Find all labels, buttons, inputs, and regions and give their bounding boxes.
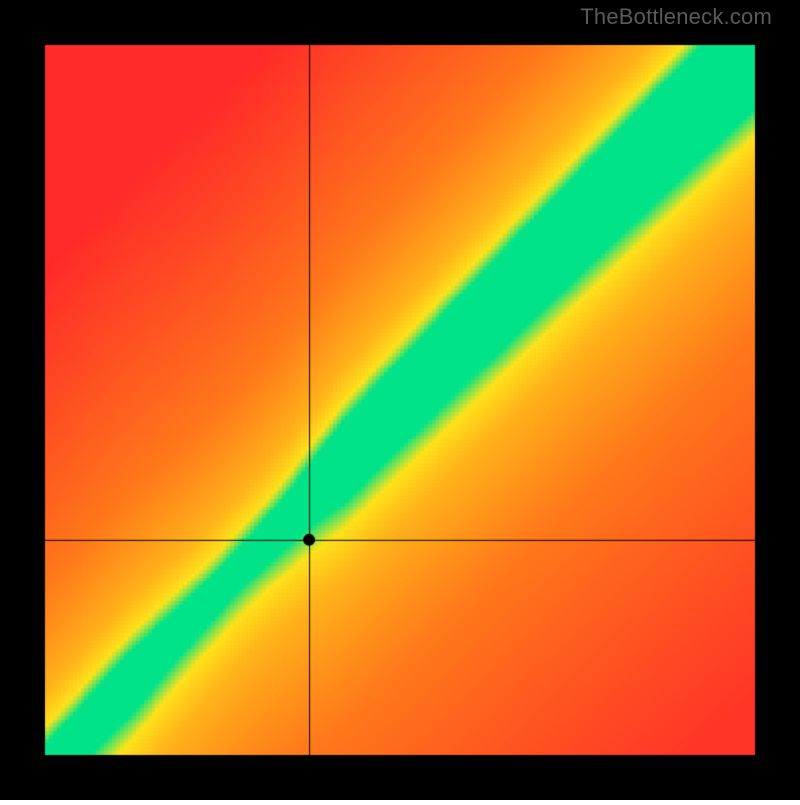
attribution-label: TheBottleneck.com	[580, 4, 772, 30]
heatmap-canvas	[0, 0, 800, 800]
chart-container: TheBottleneck.com	[0, 0, 800, 800]
heatmap-canvas-wrap	[0, 0, 800, 805]
